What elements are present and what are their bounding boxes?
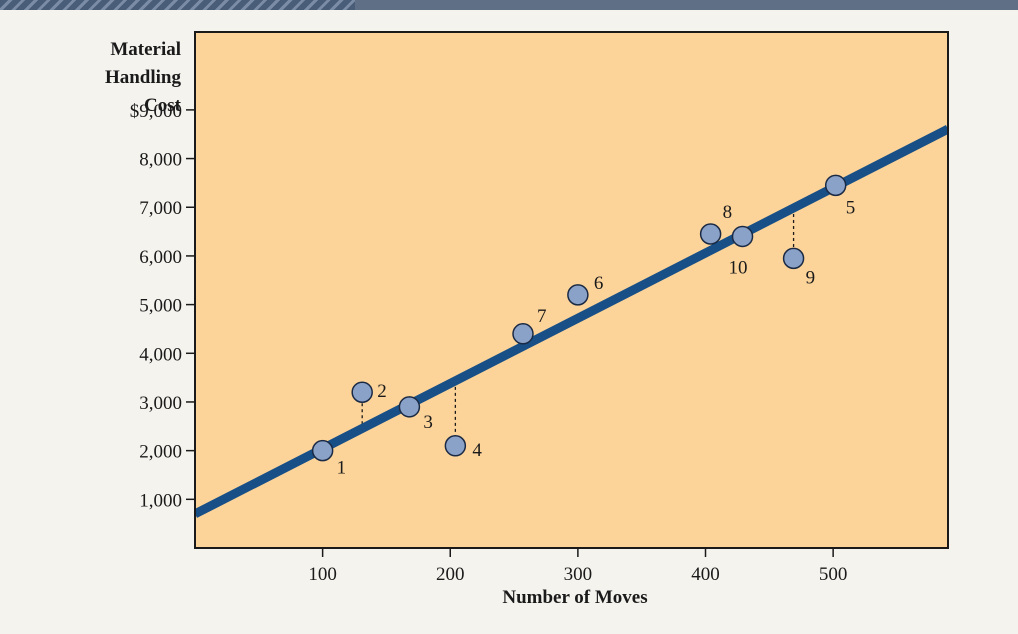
y-tick-label-8000: 8,000 bbox=[139, 150, 182, 171]
data-point-7 bbox=[512, 323, 534, 345]
data-point-3 bbox=[398, 396, 421, 418]
y-tick-label-4000: 4,000 bbox=[139, 344, 182, 365]
y-tick-label-2000: 2,000 bbox=[139, 442, 182, 463]
y-tick-label-3000: 3,000 bbox=[139, 393, 182, 414]
point-label-4: 4 bbox=[472, 440, 482, 461]
x-tick-label-200: 200 bbox=[436, 564, 465, 585]
y-axis-label-line-1: Material bbox=[110, 39, 181, 60]
point-label-10: 10 bbox=[729, 257, 748, 278]
data-point-6 bbox=[567, 284, 589, 306]
point-label-6: 6 bbox=[594, 273, 604, 294]
data-point-4 bbox=[444, 435, 467, 457]
x-tick-label-300: 300 bbox=[564, 564, 593, 585]
point-label-1: 1 bbox=[337, 458, 347, 479]
y-tick-label-5000: 5,000 bbox=[139, 296, 182, 317]
plot-content bbox=[195, 125, 948, 518]
y-axis-label-line-2: Handling bbox=[105, 67, 182, 88]
x-tick-label-100: 100 bbox=[308, 564, 337, 585]
point-label-5: 5 bbox=[846, 197, 856, 218]
x-axis-label: Number of Moves bbox=[502, 587, 647, 608]
y-tick-label-1000: 1,000 bbox=[139, 490, 182, 511]
point-label-3: 3 bbox=[423, 412, 433, 433]
x-tick-label-500: 500 bbox=[819, 564, 848, 585]
point-label-7: 7 bbox=[537, 306, 547, 327]
point-label-2: 2 bbox=[377, 381, 387, 402]
y-tick-label-6000: 6,000 bbox=[139, 247, 182, 268]
x-tick-label-400: 400 bbox=[691, 564, 720, 585]
data-point-2 bbox=[351, 381, 373, 403]
top-band bbox=[0, 0, 1018, 10]
y-tick-label-7000: 7,000 bbox=[139, 198, 182, 219]
top-band-pattern bbox=[0, 0, 355, 10]
y-axis-label-line-3: Cost bbox=[144, 95, 182, 116]
y-tick-label-9000: $9,000 bbox=[130, 101, 182, 122]
point-label-8: 8 bbox=[723, 202, 733, 223]
data-point-10 bbox=[731, 225, 754, 248]
data-point-5 bbox=[824, 174, 847, 197]
axis-layer: 1 2 3 4 5 6 7 8 9 10 100 200 300 400 500 1,000 2,000 3,00… bbox=[130, 101, 855, 585]
data-point-1 bbox=[311, 439, 334, 462]
point-label-9: 9 bbox=[806, 267, 816, 288]
data-point-8 bbox=[699, 223, 722, 245]
plot-frame bbox=[194, 31, 949, 549]
data-point-9 bbox=[782, 247, 805, 270]
